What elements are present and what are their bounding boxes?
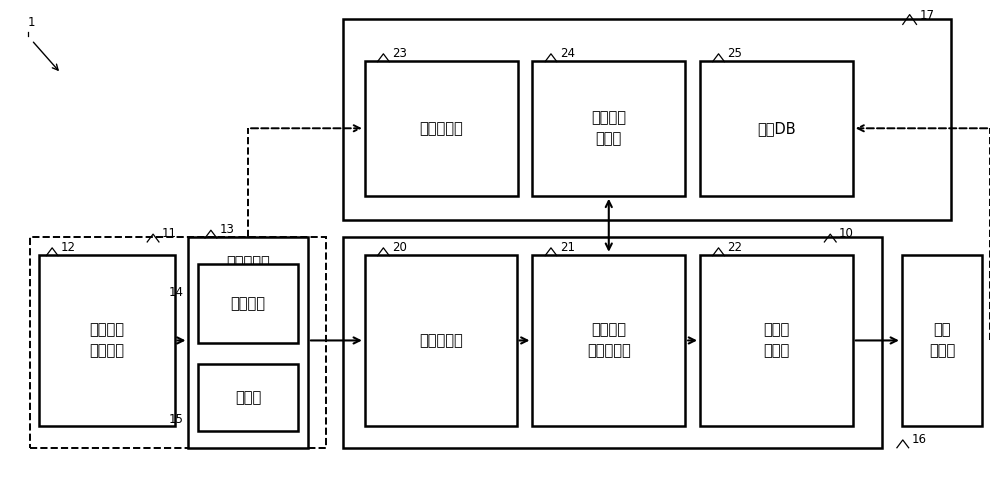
Bar xyxy=(198,264,298,343)
Text: 17: 17 xyxy=(919,10,934,23)
Bar xyxy=(700,255,853,426)
Text: 11: 11 xyxy=(162,227,177,240)
Bar xyxy=(902,255,982,426)
Bar xyxy=(39,255,175,426)
Text: 声音识别: 声音识别 xyxy=(231,296,266,311)
Bar xyxy=(343,20,951,220)
Text: 对话分析
模型处理部: 对话分析 模型处理部 xyxy=(587,323,631,359)
Text: 输出
处理部: 输出 处理部 xyxy=(929,323,955,359)
Bar xyxy=(532,60,685,196)
Text: 文本化: 文本化 xyxy=(235,390,261,405)
Bar xyxy=(365,60,518,196)
Text: 10: 10 xyxy=(839,227,854,240)
Text: 知识DB: 知识DB xyxy=(757,121,796,136)
Text: 信息收集部: 信息收集部 xyxy=(419,333,463,348)
Text: 21: 21 xyxy=(560,241,575,254)
Text: 模型学习
生成部: 模型学习 生成部 xyxy=(591,110,626,146)
Text: 14: 14 xyxy=(168,286,183,299)
Bar xyxy=(198,364,298,431)
Bar xyxy=(30,237,326,448)
Text: 数据保存部: 数据保存部 xyxy=(419,121,463,136)
Text: 23: 23 xyxy=(392,47,407,60)
Bar xyxy=(188,237,308,448)
Text: 13: 13 xyxy=(220,223,235,236)
Text: 25: 25 xyxy=(727,47,742,60)
Bar xyxy=(365,255,517,426)
Bar xyxy=(343,237,882,448)
Bar xyxy=(532,255,685,426)
Text: 22: 22 xyxy=(727,241,742,254)
Text: 15: 15 xyxy=(169,413,183,426)
Text: 1: 1 xyxy=(28,16,35,29)
Text: 24: 24 xyxy=(560,47,575,60)
Text: 16: 16 xyxy=(912,433,927,446)
Text: 输入处理部: 输入处理部 xyxy=(226,255,270,270)
Bar xyxy=(700,60,853,196)
Text: 20: 20 xyxy=(392,241,407,254)
Text: 12: 12 xyxy=(61,241,76,254)
Text: 内部通信
通话设备: 内部通信 通话设备 xyxy=(90,323,125,359)
Text: 仪表板
创建部: 仪表板 创建部 xyxy=(763,323,789,359)
